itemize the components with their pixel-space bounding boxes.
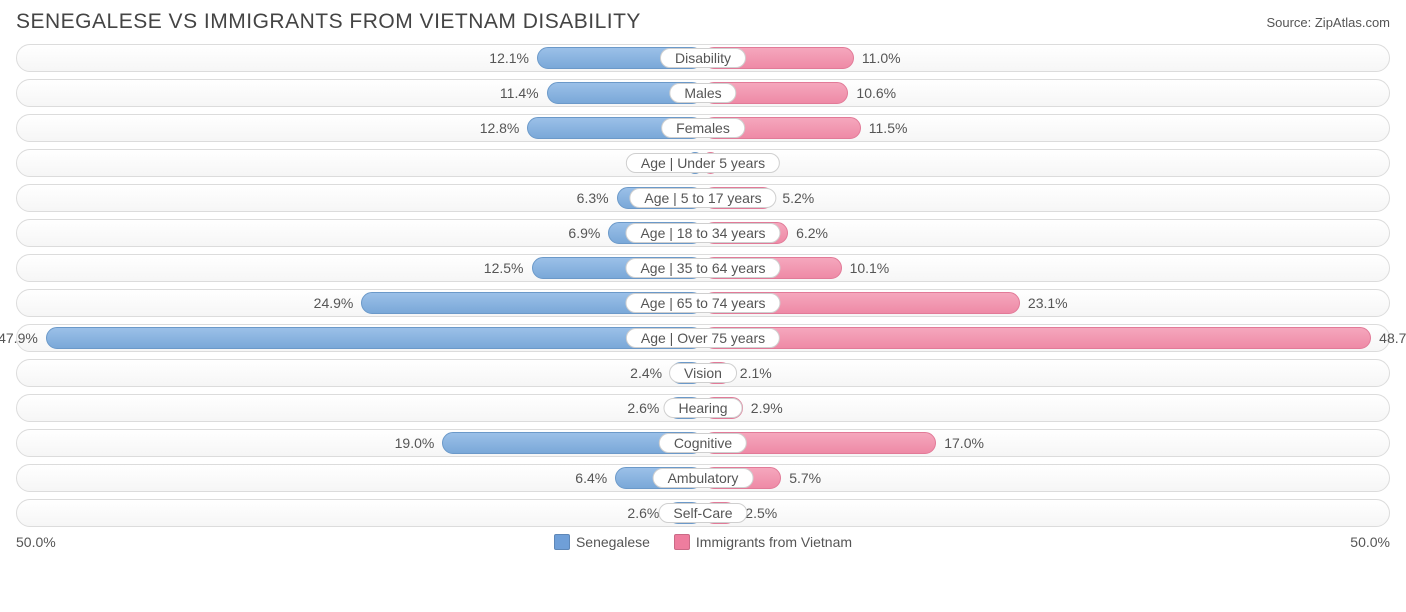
value-label-left: 12.1%	[489, 50, 529, 66]
value-label-left: 2.6%	[627, 400, 659, 416]
legend-swatch-left	[554, 534, 570, 550]
value-label-left: 6.9%	[568, 225, 600, 241]
legend-label-left: Senegalese	[576, 534, 650, 550]
chart-row: 2.6% 2.9% Hearing	[16, 394, 1390, 422]
axis-row: 50.0% Senegalese Immigrants from Vietnam…	[16, 534, 1390, 550]
legend-item-left: Senegalese	[554, 534, 650, 550]
legend-label-right: Immigrants from Vietnam	[696, 534, 852, 550]
value-label-right: 2.9%	[751, 400, 783, 416]
chart-row: 47.9%48.7%Age | Over 75 years	[16, 324, 1390, 352]
category-label: Age | 65 to 74 years	[625, 293, 780, 313]
chart-row: 11.4% 10.6% Males	[16, 79, 1390, 107]
chart-source: Source: ZipAtlas.com	[1266, 15, 1390, 30]
category-label: Age | Over 75 years	[626, 328, 780, 348]
category-label: Males	[669, 83, 736, 103]
legend: Senegalese Immigrants from Vietnam	[554, 534, 852, 550]
value-label-right: 2.1%	[740, 365, 772, 381]
legend-item-right: Immigrants from Vietnam	[674, 534, 852, 550]
chart-row: 2.4% 2.1%Vision	[16, 359, 1390, 387]
value-label-right: 10.1%	[850, 260, 890, 276]
value-label-right: 5.7%	[789, 470, 821, 486]
chart-row: 6.4% 5.7% Ambulatory	[16, 464, 1390, 492]
value-label-left: 12.8%	[480, 120, 520, 136]
chart-row: 2.6% 2.5%Self-Care	[16, 499, 1390, 527]
category-label: Cognitive	[659, 433, 747, 453]
category-label: Age | 5 to 17 years	[629, 188, 776, 208]
value-label-right: 2.5%	[745, 505, 777, 521]
axis-left-label: 50.0%	[16, 534, 56, 550]
value-label-left: 12.5%	[484, 260, 524, 276]
chart-row: 12.5% 10.1% Age | 35 to 64 years	[16, 254, 1390, 282]
value-label-left: 6.3%	[577, 190, 609, 206]
value-label-right: 23.1%	[1028, 295, 1068, 311]
bar-left	[46, 327, 703, 349]
axis-right-label: 50.0%	[1350, 534, 1390, 550]
value-label-right: 11.5%	[869, 120, 908, 136]
chart-row: 12.8% 11.5% Females	[16, 114, 1390, 142]
value-label-left: 47.9%	[0, 330, 38, 346]
category-label: Age | 18 to 34 years	[625, 223, 780, 243]
category-label: Age | Under 5 years	[626, 153, 780, 173]
chart-row: 19.0% 17.0% Cognitive	[16, 429, 1390, 457]
chart-row: 6.3% 5.2% Age | 5 to 17 years	[16, 184, 1390, 212]
category-label: Disability	[660, 48, 746, 68]
category-label: Ambulatory	[653, 468, 754, 488]
value-label-right: 10.6%	[856, 85, 896, 101]
chart-row: 24.9% 23.1% Age | 65 to 74 years	[16, 289, 1390, 317]
chart-title: SENEGALESE VS IMMIGRANTS FROM VIETNAM DI…	[16, 10, 641, 34]
chart-row: 6.9% 6.2% Age | 18 to 34 years	[16, 219, 1390, 247]
category-label: Self-Care	[658, 503, 747, 523]
category-label: Hearing	[663, 398, 742, 418]
value-label-left: 2.4%	[630, 365, 662, 381]
value-label-left: 11.4%	[500, 85, 539, 101]
diverging-bar-chart: 12.1% 11.0% Disability 11.4% 10.6% Males 12.8%…	[16, 44, 1390, 527]
value-label-left: 19.0%	[395, 435, 435, 451]
chart-row: 12.1% 11.0% Disability	[16, 44, 1390, 72]
bar-right	[703, 327, 1371, 349]
category-label: Females	[661, 118, 745, 138]
value-label-right: 17.0%	[944, 435, 984, 451]
value-label-right: 5.2%	[782, 190, 814, 206]
legend-swatch-right	[674, 534, 690, 550]
value-label-left: 6.4%	[575, 470, 607, 486]
value-label-right: 48.7%	[1379, 330, 1406, 346]
category-label: Vision	[669, 363, 737, 383]
category-label: Age | 35 to 64 years	[625, 258, 780, 278]
value-label-right: 11.0%	[862, 50, 901, 66]
value-label-left: 24.9%	[314, 295, 354, 311]
chart-header: SENEGALESE VS IMMIGRANTS FROM VIETNAM DI…	[16, 10, 1390, 34]
value-label-right: 6.2%	[796, 225, 828, 241]
chart-row: 1.2%1.1%Age | Under 5 years	[16, 149, 1390, 177]
value-label-left: 2.6%	[627, 505, 659, 521]
